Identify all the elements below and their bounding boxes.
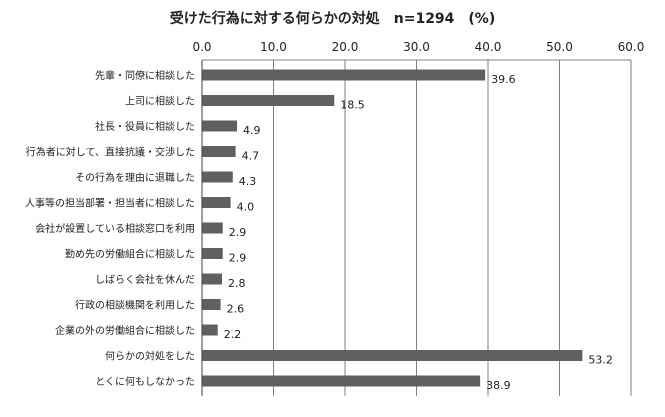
x-tick-label: 60.0	[618, 40, 645, 54]
bar	[202, 120, 238, 132]
bar	[202, 375, 481, 387]
data-label: 2.8	[228, 277, 246, 290]
data-label: 4.9	[243, 124, 261, 137]
bar	[202, 299, 221, 310]
x-tick-label: 0.0	[192, 40, 211, 54]
data-label: 53.2	[588, 354, 613, 367]
data-label: 18.5	[340, 99, 365, 112]
x-tick-label: 10.0	[260, 40, 287, 54]
category-label: しばらく会社を休んだ	[95, 273, 195, 286]
x-tick-label: 30.0	[403, 40, 430, 54]
bar	[202, 273, 223, 285]
category-label: 人事等の担当部署・担当者に相談した	[25, 197, 195, 210]
bar	[202, 69, 486, 81]
data-label: 4.3	[239, 175, 257, 188]
x-tick-label: 20.0	[332, 40, 359, 54]
category-label: 社長・役員に相談した	[95, 120, 195, 133]
x-tick-label: 40.0	[475, 40, 502, 54]
data-label: 4.0	[237, 201, 255, 214]
bar	[202, 222, 223, 234]
category-label: とくに何もしなかった	[95, 375, 195, 388]
data-label: 2.2	[224, 328, 242, 341]
bar	[202, 171, 233, 183]
category-label: 勤め先の労働組合に相談した	[65, 248, 195, 261]
category-label: 企業の外の労働組合に相談した	[55, 324, 195, 337]
bar	[202, 146, 236, 157]
data-label: 39.6	[491, 73, 516, 86]
category-label: 何らかの対処をした	[105, 350, 195, 363]
category-label: 上司に相談した	[125, 95, 195, 108]
data-label: 38.9	[486, 379, 511, 392]
data-label: 4.7	[242, 150, 259, 163]
category-label: その行為を理由に退職した	[75, 171, 195, 184]
bar	[202, 248, 223, 259]
x-tick-label: 50.0	[546, 40, 573, 54]
data-label: 2.6	[227, 303, 245, 316]
bar	[202, 95, 335, 106]
data-label: 2.9	[229, 226, 247, 239]
category-label: 行政の相談機関を利用した	[75, 299, 195, 312]
bar	[202, 197, 231, 208]
category-label: 先輩・同僚に相談した	[95, 69, 195, 82]
chart-title: 受けた行為に対する何らかの対処 n=1294 (%)	[169, 11, 496, 27]
category-label: 会社が設置している相談窓口を利用	[35, 222, 195, 235]
category-label: 行為者に対して、直接抗議・交渉した	[26, 146, 195, 159]
bar	[202, 324, 218, 336]
bar	[202, 350, 583, 361]
data-label: 2.9	[229, 252, 247, 265]
